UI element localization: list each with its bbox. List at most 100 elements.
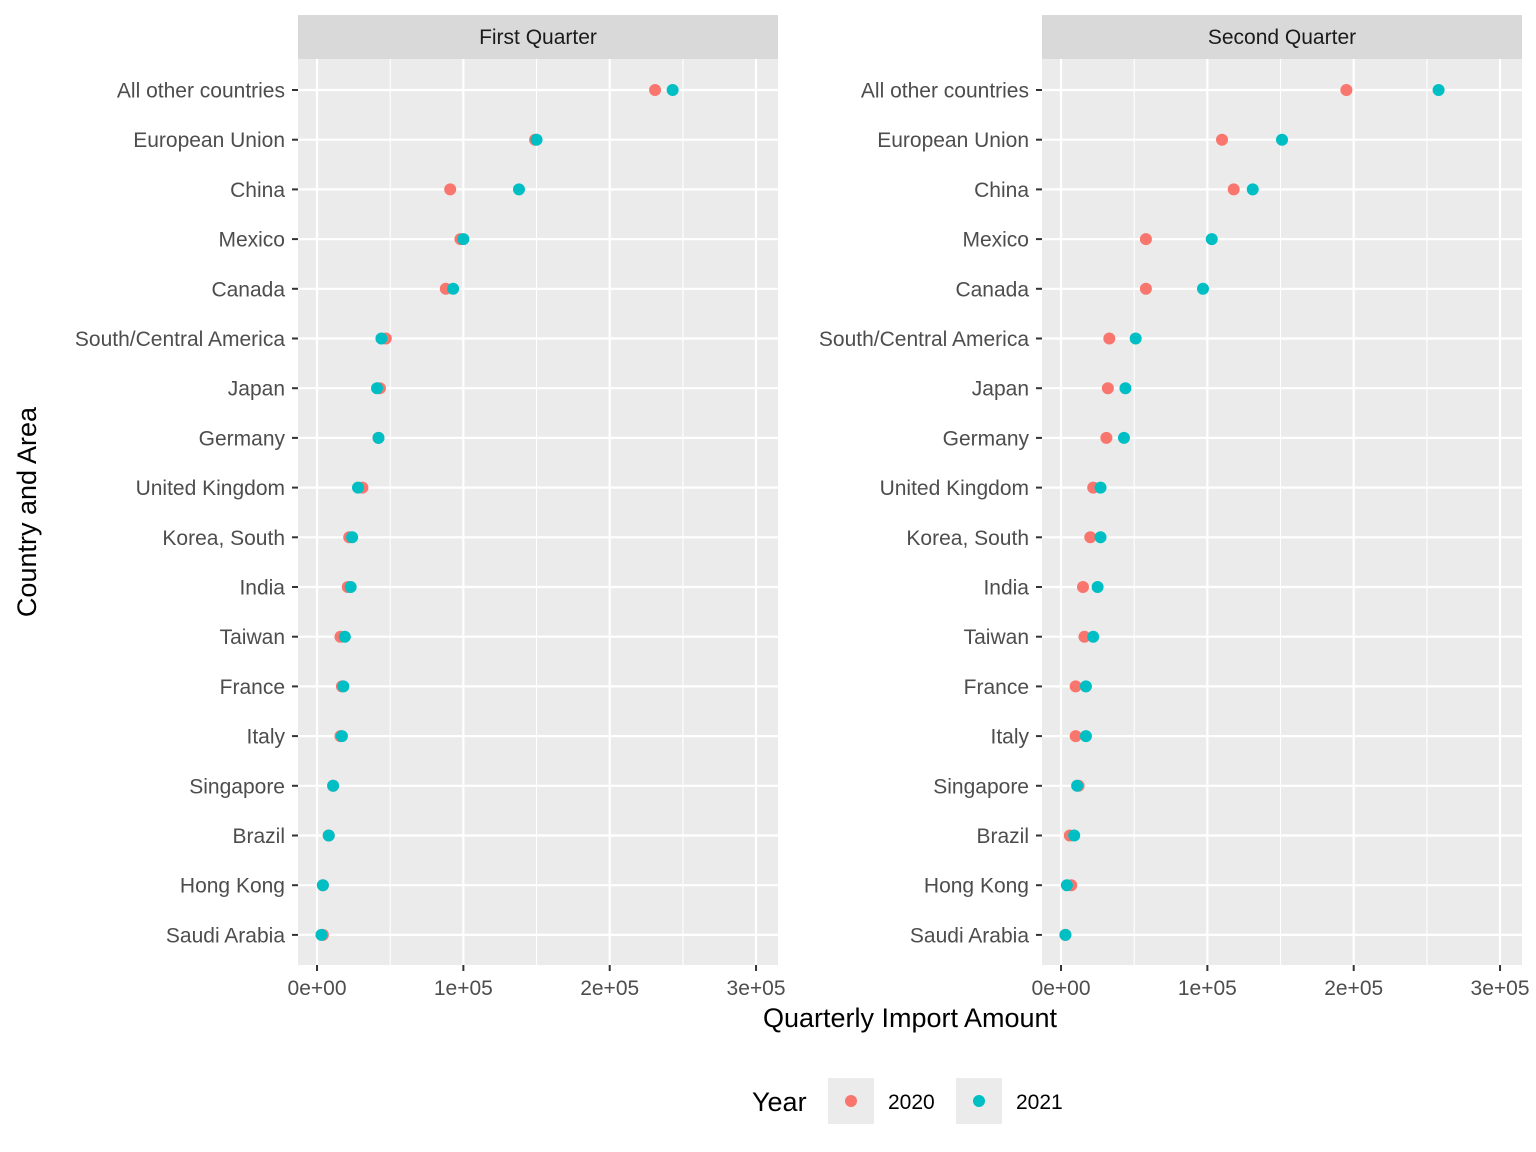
y-tick-label: Italy [246, 726, 285, 749]
y-tick-label: Germany [199, 427, 286, 450]
data-point-2020 [1078, 630, 1091, 643]
x-tick-label: 0e+00 [1032, 977, 1091, 1000]
data-point-2021 [1246, 183, 1259, 196]
x-tick-label: 1e+05 [434, 977, 493, 1000]
y-tick-label: European Union [877, 129, 1029, 152]
y-tick-label: Korea, South [906, 527, 1029, 550]
data-point-2020 [444, 183, 457, 196]
data-point-2021 [1059, 928, 1072, 941]
facet-title: First Quarter [479, 26, 597, 49]
y-tick-label: All other countries [117, 80, 285, 103]
x-tick-label: 2e+05 [580, 977, 639, 1000]
data-point-2021 [338, 630, 351, 643]
y-tick-label: Korea, South [162, 527, 285, 550]
data-point-2020 [1340, 84, 1353, 96]
data-point-2020 [1103, 332, 1116, 345]
data-point-2021 [457, 233, 470, 246]
x-tick-label: 1e+05 [1178, 977, 1237, 1000]
data-point-2021 [1087, 630, 1100, 643]
data-point-2020 [1076, 581, 1089, 593]
y-tick-label: Germany [943, 427, 1030, 450]
y-tick-label: France [964, 676, 1029, 699]
y-tick-label: Japan [972, 378, 1029, 401]
y-tick-label: Saudi Arabia [910, 924, 1029, 947]
y-tick-label: Canada [211, 278, 285, 301]
x-tick-label: 3e+05 [1471, 977, 1530, 1000]
y-tick-label: South/Central America [75, 328, 285, 351]
x-tick-label: 2e+05 [1324, 977, 1383, 1000]
data-point-2020 [1139, 233, 1152, 246]
data-point-2021 [512, 183, 525, 196]
facet-strip [1042, 15, 1522, 59]
y-tick-label: Saudi Arabia [166, 924, 285, 947]
y-tick-label: Mexico [962, 229, 1029, 252]
data-point-2020 [1139, 282, 1152, 295]
y-tick-label: India [983, 577, 1029, 600]
data-point-2020 [1084, 531, 1097, 544]
data-point-2021 [1129, 332, 1142, 345]
y-axis-title: Country and Area [12, 406, 42, 617]
y-tick-label: Mexico [218, 229, 285, 252]
data-point-2020 [649, 84, 662, 96]
data-point-2021 [346, 531, 359, 544]
legend-title: Year [752, 1087, 807, 1117]
data-point-2021 [530, 133, 543, 146]
panel-background [298, 59, 778, 965]
data-point-2021 [1060, 879, 1073, 892]
data-point-2021 [315, 928, 328, 941]
data-point-2021 [1079, 680, 1092, 693]
data-point-2021 [1094, 481, 1107, 494]
y-tick-label: Taiwan [220, 626, 285, 649]
data-point-2020 [1227, 183, 1240, 196]
y-tick-label: China [974, 179, 1029, 202]
data-point-2021 [1205, 233, 1218, 246]
data-point-2021 [666, 84, 679, 96]
data-point-2021 [447, 282, 460, 295]
y-tick-label: Hong Kong [180, 875, 285, 898]
y-tick-label: China [230, 179, 285, 202]
data-point-2021 [1117, 431, 1130, 444]
data-point-2021 [316, 879, 329, 892]
data-point-2020 [1100, 431, 1113, 444]
y-tick-label: Singapore [189, 775, 285, 798]
data-point-2021 [1079, 730, 1092, 743]
x-axis-title: Quarterly Import Amount [763, 1003, 1058, 1033]
data-point-2021 [1432, 84, 1445, 96]
facet-strip [298, 15, 778, 59]
data-point-2021 [1091, 581, 1104, 593]
x-tick-label: 0e+00 [288, 977, 347, 1000]
y-tick-label: Singapore [933, 775, 1029, 798]
data-point-2021 [371, 382, 384, 395]
data-point-2021 [1094, 531, 1107, 544]
data-point-2021 [1119, 382, 1132, 395]
data-point-2021 [352, 481, 364, 494]
legend-marker-2020 [845, 1095, 857, 1107]
data-point-2021 [337, 680, 350, 693]
y-tick-label: Taiwan [964, 626, 1029, 649]
y-tick-label: Italy [990, 726, 1029, 749]
y-tick-label: Brazil [232, 825, 285, 848]
facet-title: Second Quarter [1208, 26, 1356, 49]
data-point-2021 [322, 829, 335, 842]
legend-label-2020: 2020 [888, 1091, 935, 1114]
y-tick-label: Brazil [976, 825, 1029, 848]
y-tick-label: South/Central America [819, 328, 1029, 351]
y-tick-label: Hong Kong [924, 875, 1029, 898]
y-tick-label: Canada [955, 278, 1029, 301]
data-point-2021 [372, 431, 385, 444]
y-tick-label: France [220, 676, 285, 699]
y-tick-label: United Kingdom [136, 477, 285, 500]
x-tick-label: 3e+05 [727, 977, 786, 1000]
y-tick-label: Japan [228, 378, 285, 401]
data-point-2020 [1069, 730, 1082, 743]
data-point-2021 [327, 779, 340, 792]
data-point-2020 [1069, 680, 1082, 693]
data-point-2021 [1071, 779, 1084, 792]
legend-label-2021: 2021 [1016, 1091, 1063, 1114]
data-point-2021 [375, 332, 388, 345]
panel-background [1042, 59, 1522, 965]
y-tick-label: European Union [133, 129, 285, 152]
legend-marker-2021 [973, 1095, 985, 1107]
